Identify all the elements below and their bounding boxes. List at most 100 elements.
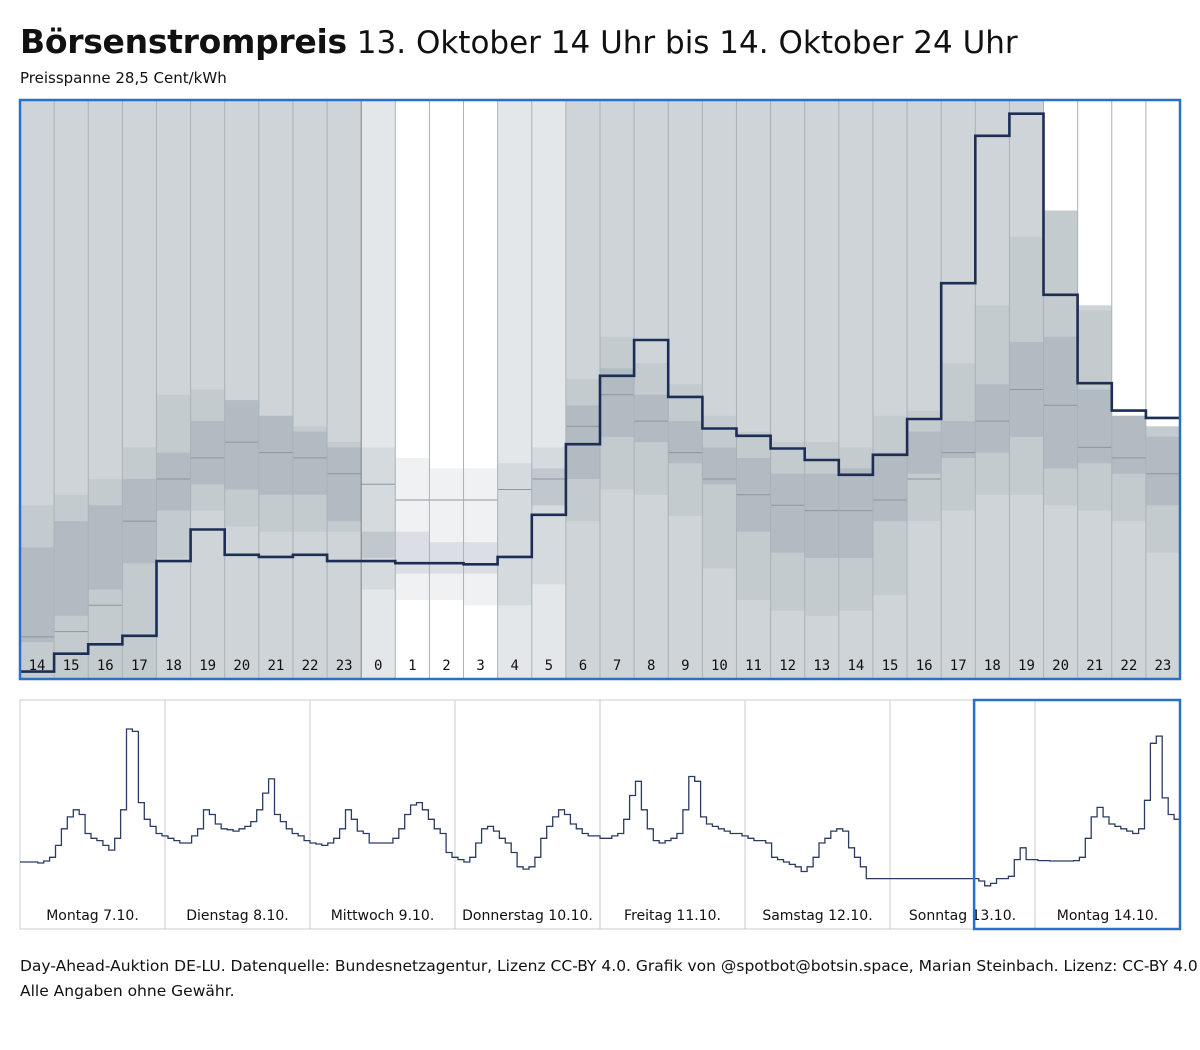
column-background	[292, 100, 328, 679]
hourly-price-chart: 14 15 16 17 18 19 20 21 22 23 0 1 2 3 4 5 6 7 8 9 10 11 12 13 14…	[18, 98, 1182, 681]
day-label: Dienstag 8.10.	[186, 908, 288, 924]
hour-column: 23	[326, 100, 362, 679]
hour-column: 7	[599, 100, 635, 679]
column-background	[327, 100, 362, 679]
outer-price-band	[463, 468, 498, 606]
outer-price-band	[395, 457, 430, 601]
inner-price-band	[190, 421, 225, 485]
outer-price-band	[497, 463, 532, 606]
inner-price-band	[258, 415, 293, 495]
outer-price-band	[429, 468, 464, 601]
hour-column: 1	[394, 100, 430, 679]
selection-highlight	[972, 698, 1182, 931]
hour-tick-label: 12	[779, 658, 796, 674]
hour-tick-label: 16	[97, 658, 114, 674]
column-background	[224, 100, 259, 679]
hour-column: 3	[463, 100, 498, 679]
inner-price-band	[20, 547, 55, 643]
hour-column: 14	[20, 100, 55, 679]
chart-title: Börsenstrompreis	[20, 22, 347, 61]
hour-tick-label: 3	[476, 658, 484, 674]
inner-price-band	[531, 468, 566, 506]
price-step-line	[20, 112, 1180, 673]
hour-column: 11	[735, 100, 771, 679]
day-label: Montag 14.10.	[1057, 908, 1158, 924]
source-note: Day-Ahead-Auktion DE-LU. Datenquelle: Bu…	[20, 957, 1198, 975]
hour-tick-label: 14	[847, 658, 864, 674]
inner-price-band	[600, 368, 635, 437]
column-background	[702, 100, 737, 679]
column-background	[258, 100, 293, 679]
hour-tick-label: 22	[1120, 658, 1137, 674]
day-label: Freitag 11.10.	[624, 908, 721, 924]
hour-column: 8	[633, 100, 669, 679]
hour-tick-label: 15	[882, 658, 899, 674]
hour-tick-label: 7	[613, 658, 621, 674]
inner-price-band	[54, 521, 89, 616]
column-background	[156, 100, 191, 679]
day-label: Montag 7.10.	[46, 908, 139, 924]
inner-price-band	[907, 431, 942, 474]
hour-column: 15	[872, 100, 908, 679]
outer-price-band	[702, 415, 737, 569]
inner-price-band	[429, 542, 464, 574]
inner-price-band	[565, 405, 600, 479]
hour-column: 15	[53, 100, 89, 679]
hour-column: 9	[667, 100, 703, 679]
hour-column: 0	[360, 100, 396, 679]
inner-price-band	[668, 421, 703, 464]
hour-tick-label: 15	[63, 658, 80, 674]
inner-price-band	[88, 505, 123, 590]
hour-column: 10	[701, 100, 737, 679]
day-label: Sonntag 13.10.	[909, 908, 1016, 924]
hour-column: 20	[224, 100, 259, 679]
day-label: Samstag 12.10.	[762, 908, 872, 924]
hour-column: 18	[155, 100, 191, 679]
weekly-overview-chart: Montag 7.10. Dienstag 8.10. Mittwoch 9.10.…	[19, 698, 1182, 931]
hour-tick-label: 5	[545, 658, 553, 674]
hour-tick-label: 21	[267, 658, 284, 674]
chart-frame	[18, 98, 1182, 681]
inner-price-band	[361, 531, 396, 558]
hour-column: 4	[497, 100, 532, 679]
hour-tick-label: 2	[442, 658, 450, 674]
inner-price-band	[702, 447, 737, 485]
inner-price-band	[1077, 389, 1112, 464]
hour-column: 18	[974, 100, 1010, 679]
inner-price-band	[1145, 436, 1180, 506]
overview-step-line	[20, 728, 1180, 887]
inner-price-band	[395, 531, 430, 574]
hour-tick-label: 19	[199, 658, 216, 674]
hour-tick-label: 16	[916, 658, 933, 674]
hour-tick-label: 22	[302, 658, 319, 674]
hour-tick-label: 8	[647, 658, 655, 674]
inner-price-band	[156, 452, 191, 511]
inner-price-band	[463, 542, 498, 574]
inner-price-band	[941, 421, 976, 458]
footer: Day-Ahead-Auktion DE-LU. Datenquelle: Bu…	[20, 954, 1198, 1004]
hour-tick-label: 17	[131, 658, 148, 674]
chart-date-range: 13. Oktober 14 Uhr bis 14. Oktober 24 Uh…	[356, 25, 1018, 61]
hour-tick-label: 23	[1155, 658, 1172, 674]
chart-subtitle: Preisspanne 28,5 Cent/kWh	[20, 69, 227, 87]
hour-column: 6	[565, 100, 600, 679]
hour-column: 17	[121, 100, 157, 679]
hour-tick-label: 23	[336, 658, 353, 674]
hour-column: 12	[770, 100, 805, 679]
hour-tick-label: 14	[29, 658, 46, 674]
disclaimer: Alle Angaben ohne Gewähr.	[20, 982, 235, 1000]
inner-price-band	[292, 431, 328, 495]
inner-price-band	[872, 452, 908, 522]
inner-price-band	[634, 394, 669, 443]
column-background	[907, 100, 942, 679]
hour-tick-label: 6	[579, 658, 587, 674]
hour-column: 22	[292, 100, 328, 679]
hour-tick-label: 13	[813, 658, 830, 674]
hour-tick-label: 18	[165, 658, 182, 674]
hour-column: 21	[1077, 100, 1112, 679]
day-label: Mittwoch 9.10.	[331, 908, 435, 924]
hour-column: 2	[428, 100, 464, 679]
hour-tick-label: 17	[950, 658, 967, 674]
inner-price-band	[1111, 415, 1146, 474]
hour-tick-label: 19	[1018, 658, 1035, 674]
